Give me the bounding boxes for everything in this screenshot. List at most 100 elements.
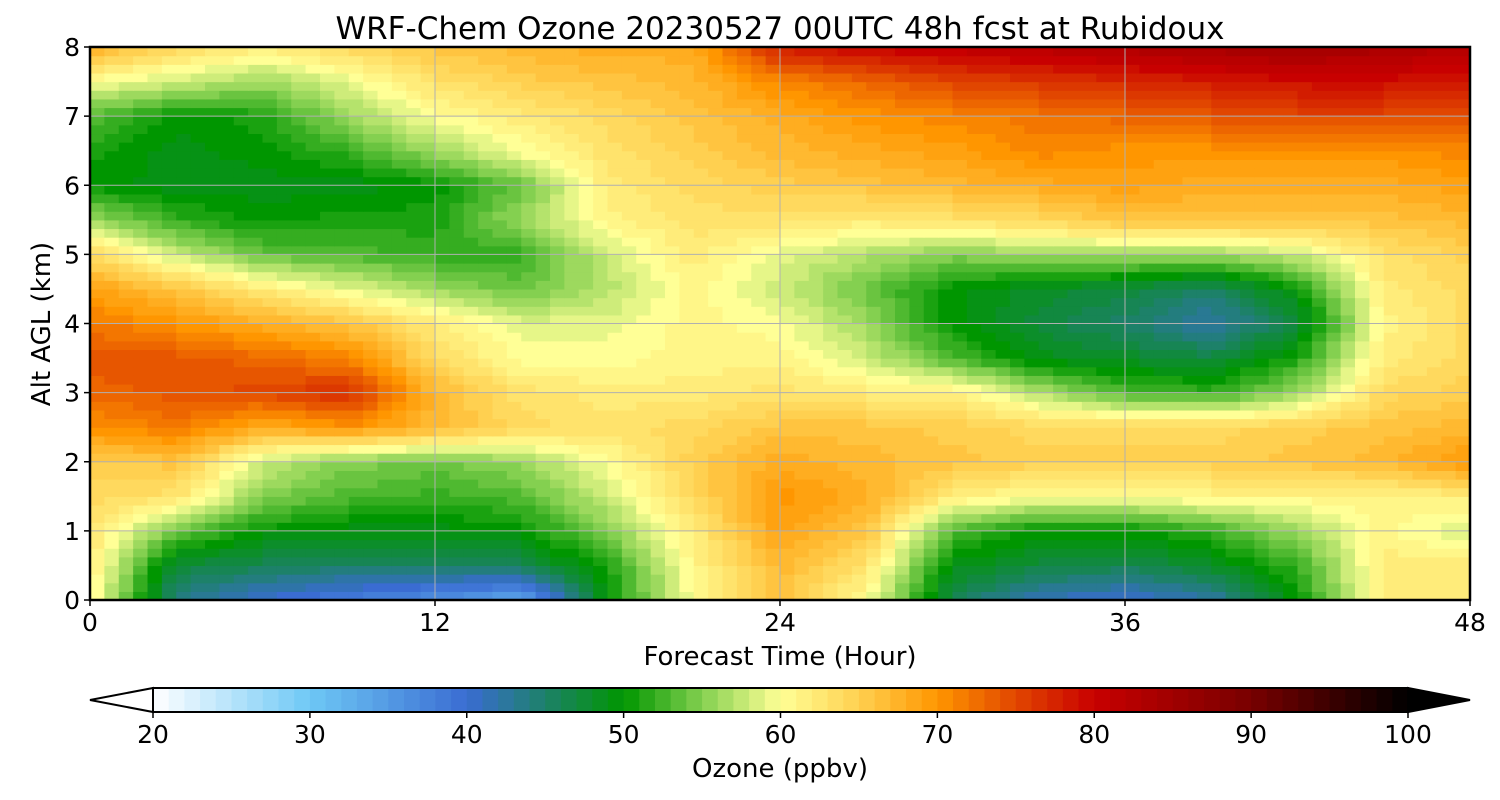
heatmap-cell: [837, 366, 853, 376]
heatmap-cell: [1240, 237, 1255, 247]
heatmap-cell: [650, 228, 666, 238]
heatmap-cell: [1268, 193, 1284, 204]
heatmap-cell: [118, 383, 134, 394]
heatmap-cell: [1240, 323, 1255, 333]
heatmap-cell: [1398, 530, 1414, 541]
heatmap-cell: [248, 271, 264, 281]
heatmap-cell: [837, 332, 853, 342]
heatmap-cell: [895, 323, 910, 333]
heatmap-cell: [823, 150, 839, 160]
heatmap-cell: [1110, 219, 1126, 230]
heatmap-cell: [693, 228, 709, 238]
heatmap-cell: [952, 332, 968, 342]
heatmap-cell: [866, 392, 882, 402]
heatmap-cell: [1211, 323, 1227, 333]
heatmap-cell: [751, 193, 767, 204]
heatmap-cell: [262, 167, 278, 178]
heatmap-cell: [794, 306, 810, 316]
heatmap-cell: [1369, 453, 1385, 463]
heatmap-cell: [305, 539, 321, 549]
heatmap-cell: [794, 409, 810, 420]
heatmap-cell: [219, 392, 235, 402]
heatmap-cell: [1383, 185, 1399, 195]
heatmap-cell: [1038, 306, 1054, 316]
heatmap-cell: [435, 418, 450, 428]
heatmap-cell: [1311, 401, 1327, 411]
heatmap-cell: [90, 349, 105, 359]
heatmap-cell: [708, 513, 724, 523]
heatmap-cell: [1326, 582, 1342, 592]
heatmap-cell: [1196, 185, 1212, 195]
heatmap-cell: [449, 245, 465, 255]
heatmap-cell: [1340, 556, 1356, 567]
heatmap-cell: [866, 591, 882, 601]
heatmap-cell: [535, 375, 551, 385]
heatmap-cell: [837, 349, 853, 359]
heatmap-cell: [205, 306, 220, 316]
heatmap-cell: [564, 340, 580, 351]
heatmap-cell: [1067, 297, 1083, 307]
heatmap-cell: [679, 314, 695, 325]
heatmap-cell: [621, 539, 637, 549]
heatmap-cell: [1211, 228, 1227, 238]
heatmap-cell: [248, 245, 264, 255]
heatmap-cell: [1426, 556, 1442, 567]
heatmap-cell: [1096, 254, 1112, 264]
heatmap-cell: [607, 340, 623, 351]
heatmap-cell: [808, 349, 824, 359]
heatmap-cell: [1081, 487, 1097, 497]
heatmap-cell: [406, 453, 422, 463]
heatmap-cell: [521, 435, 537, 446]
heatmap-cell: [1153, 340, 1169, 351]
heatmap-cell: [104, 496, 120, 506]
heatmap-cell: [449, 314, 465, 325]
heatmap-cell: [363, 565, 379, 575]
heatmap-cell: [1398, 513, 1414, 523]
heatmap-cell: [751, 245, 767, 255]
heatmap-cell: [1125, 565, 1140, 575]
heatmap-cell: [794, 383, 810, 394]
heatmap-cell: [1268, 245, 1284, 255]
heatmap-cell: [550, 219, 565, 230]
heatmap-cell: [1383, 193, 1399, 204]
heatmap-cell: [952, 453, 968, 463]
heatmap-cell: [665, 513, 680, 523]
heatmap-cell: [765, 176, 781, 186]
heatmap-cell: [593, 565, 609, 575]
heatmap-cell: [1010, 245, 1025, 255]
heatmap-cell: [621, 358, 637, 368]
heatmap-cell: [780, 479, 795, 489]
heatmap-cell: [1182, 366, 1198, 376]
heatmap-cell: [133, 176, 149, 186]
heatmap-cell: [1398, 470, 1414, 480]
heatmap-cell: [1426, 219, 1442, 230]
heatmap-cell: [506, 340, 522, 351]
heatmap-cell: [693, 444, 709, 454]
heatmap-cell: [679, 271, 695, 281]
heatmap-cell: [291, 332, 307, 342]
heatmap-cell: [1311, 245, 1327, 255]
heatmap-cell: [233, 349, 249, 359]
heatmap-cell: [722, 332, 738, 342]
heatmap-cell: [1455, 574, 1471, 584]
heatmap-cell: [377, 548, 393, 558]
heatmap-cell: [923, 548, 939, 558]
heatmap-cell: [320, 185, 335, 195]
heatmap-cell: [751, 461, 767, 471]
heatmap-cell: [1268, 444, 1284, 454]
heatmap-cell: [679, 383, 695, 394]
heatmap-cell: [607, 349, 623, 359]
heatmap-cell: [147, 245, 163, 255]
heatmap-cell: [923, 401, 939, 411]
heatmap-cell: [1139, 349, 1155, 359]
heatmap-cell: [176, 263, 192, 273]
heatmap-cell: [1081, 263, 1097, 273]
heatmap-cell: [276, 349, 292, 359]
heatmap-cell: [895, 271, 910, 281]
heatmap-cell: [449, 461, 465, 471]
heatmap-cell: [535, 496, 551, 506]
heatmap-cell: [1067, 193, 1083, 204]
heatmap-cell: [334, 548, 350, 558]
heatmap-cell: [895, 539, 910, 549]
heatmap-cell: [952, 254, 968, 264]
